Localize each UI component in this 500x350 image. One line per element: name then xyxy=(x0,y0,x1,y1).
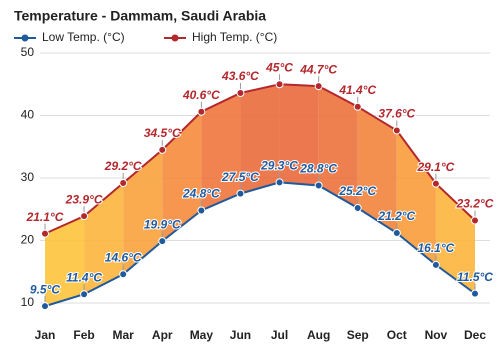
point xyxy=(158,237,167,246)
series-line xyxy=(44,83,476,235)
point xyxy=(392,126,401,135)
value-label: 24.8°C xyxy=(182,187,220,201)
value-label: 25.2°C xyxy=(338,184,376,198)
value-label: 43.6°C xyxy=(221,69,259,83)
value-label: 34.5°C xyxy=(144,126,181,140)
value-label: 21.2°C xyxy=(377,209,415,223)
x-tick-label: Feb xyxy=(73,328,94,342)
range-band xyxy=(396,130,436,265)
point xyxy=(236,189,245,198)
y-tick-label: 50 xyxy=(21,45,35,59)
point xyxy=(471,216,479,225)
range-band xyxy=(279,84,319,186)
point xyxy=(80,290,89,299)
x-tick-label: May xyxy=(190,328,214,342)
point xyxy=(158,145,167,154)
range-band xyxy=(84,183,124,295)
point xyxy=(80,212,89,221)
point xyxy=(314,181,323,190)
x-tick-label: Sep xyxy=(347,328,369,342)
value-label: 28.8°C xyxy=(299,162,337,176)
legend-marker xyxy=(21,34,29,42)
point xyxy=(197,206,206,215)
legend-marker xyxy=(171,34,179,42)
x-tick-label: Mar xyxy=(113,328,135,342)
range-band xyxy=(318,86,358,208)
point xyxy=(392,229,401,237)
value-label: 23.2°C xyxy=(456,197,494,211)
value-label: 45°C xyxy=(265,60,293,74)
range-band xyxy=(162,111,202,242)
range-band xyxy=(240,84,280,194)
point xyxy=(41,229,49,238)
value-label: 19.9°C xyxy=(144,217,181,231)
value-label: 37.6°C xyxy=(378,107,415,121)
point xyxy=(471,289,479,298)
y-tick-label: 20 xyxy=(21,233,35,247)
value-label: 11.5°C xyxy=(457,270,493,284)
point xyxy=(314,82,323,91)
y-tick-label: 40 xyxy=(21,108,35,122)
value-label: 41.4°C xyxy=(338,83,376,97)
point xyxy=(41,302,49,311)
x-tick-label: Jun xyxy=(230,328,251,342)
point xyxy=(119,270,128,279)
value-label: 21.1°C xyxy=(26,210,64,224)
point xyxy=(431,260,440,269)
value-label: 29.3°C xyxy=(260,159,298,173)
value-label: 27.5°C xyxy=(221,170,259,184)
value-label: 16.1°C xyxy=(417,241,454,255)
series-line xyxy=(44,181,476,308)
x-tick-label: Jan xyxy=(35,328,56,342)
value-label: 29.2°C xyxy=(104,159,142,173)
value-label: 14.6°C xyxy=(105,250,142,264)
point xyxy=(197,107,206,116)
x-tick-label: Oct xyxy=(387,328,407,342)
value-label: 44.7°C xyxy=(299,62,337,76)
range-band xyxy=(357,106,397,233)
value-label: 40.6°C xyxy=(182,88,220,102)
chart-title: Temperature - Dammam, Saudi Arabia xyxy=(14,8,266,24)
range-band xyxy=(45,216,85,307)
range-band xyxy=(435,183,475,294)
value-label: 9.5°C xyxy=(30,282,60,296)
x-tick-label: Jul xyxy=(271,328,288,342)
value-label: 23.9°C xyxy=(65,192,103,206)
value-label: 11.4°C xyxy=(66,270,102,284)
x-tick-label: Apr xyxy=(152,328,173,342)
y-tick-label: 30 xyxy=(21,170,35,184)
point xyxy=(353,204,362,212)
y-tick-label: 10 xyxy=(21,295,35,309)
x-tick-label: Aug xyxy=(307,328,330,342)
point xyxy=(275,80,284,89)
point xyxy=(353,102,362,111)
value-label: 29.1°C xyxy=(416,160,454,174)
point xyxy=(275,178,284,187)
x-tick-label: Nov xyxy=(425,328,448,342)
range-band xyxy=(201,93,241,211)
point xyxy=(119,179,128,187)
x-tick-label: Dec xyxy=(464,328,486,342)
legend-label: High Temp. (°C) xyxy=(192,30,277,44)
range-band xyxy=(123,149,163,275)
point xyxy=(431,179,440,188)
point xyxy=(236,89,245,97)
legend-label: Low Temp. (°C) xyxy=(42,30,125,44)
